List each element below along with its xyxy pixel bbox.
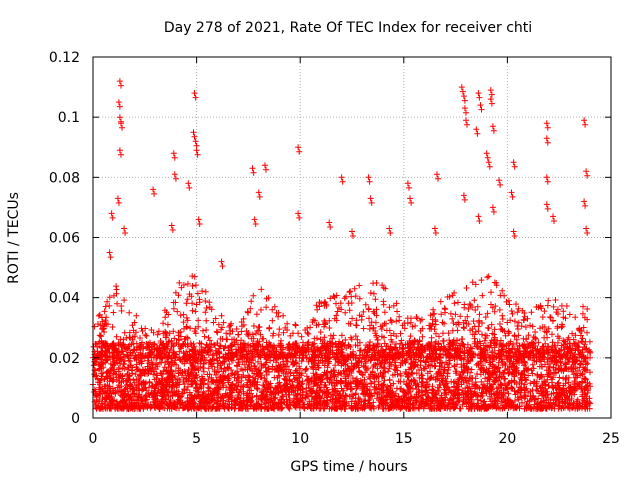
x-tick-label: 25 (602, 431, 620, 447)
x-tick-label: 15 (395, 431, 413, 447)
y-tick-labels: 0 0.02 0.04 0.06 0.08 0.1 0.12 (49, 50, 80, 427)
x-tick-label: 10 (291, 431, 309, 447)
y-tick-label: 0.1 (58, 110, 80, 126)
y-tick-label: 0.02 (49, 351, 80, 367)
y-tick-label: 0.04 (49, 291, 80, 307)
x-tick-label: 0 (89, 431, 98, 447)
x-tick-label: 20 (498, 431, 516, 447)
chart-title: Day 278 of 2021, Rate Of TEC Index for r… (164, 20, 532, 36)
y-tick-label: 0.08 (49, 170, 80, 186)
y-tick-label: 0.06 (49, 231, 80, 247)
x-tick-label: 5 (192, 431, 201, 447)
x-tick-labels: 0 5 10 15 20 25 (89, 431, 620, 447)
y-tick-label: 0.12 (49, 50, 80, 66)
y-tick-label: 0 (71, 411, 80, 427)
y-axis-label: ROTI / TECUs (6, 192, 22, 284)
x-axis-label: GPS time / hours (290, 459, 407, 475)
roti-markers (90, 78, 594, 412)
axis-ticks (92, 56, 612, 419)
data-points (90, 78, 594, 412)
